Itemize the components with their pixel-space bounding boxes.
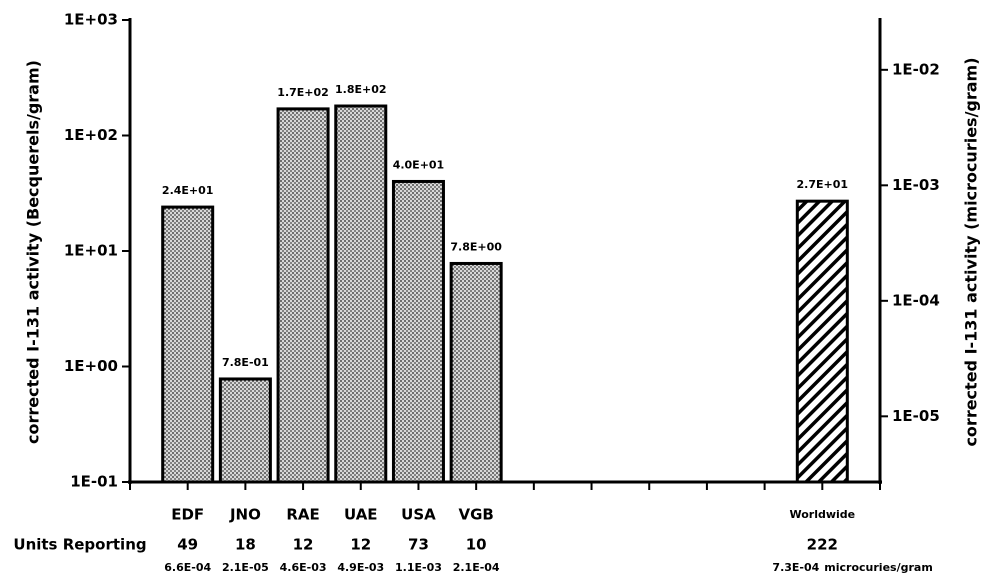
x-tick-label: VGB <box>458 506 493 524</box>
value-label: 1.7E+02 <box>277 86 329 99</box>
bar <box>795 199 849 484</box>
value-label: 2.7E+01 <box>797 178 849 191</box>
secondary-label: 4.6E-03 <box>280 561 327 574</box>
x-tick-label: EDF <box>171 506 204 524</box>
secondary-label: 1.1E-03 <box>395 561 442 574</box>
y2-tick-label: 1E-04 <box>892 291 940 309</box>
y-tick-label: 1E+03 <box>64 11 118 29</box>
x-tick-label: RAE <box>286 506 319 524</box>
y2-tick-label: 1E-02 <box>892 60 940 78</box>
y2-axis-title: corrected I-131 activity (microcuries/gr… <box>962 57 981 446</box>
units-reporting: 12 <box>293 536 314 554</box>
units-label: Units Reporting <box>13 536 146 554</box>
value-label: 7.8E-01 <box>222 356 269 369</box>
secondary-unit: microcuries/gram <box>824 561 933 574</box>
y-tick-label: 1E+00 <box>64 357 118 375</box>
units-reporting: 18 <box>235 536 256 554</box>
bar <box>161 205 215 484</box>
x-tick-label: Worldwide <box>789 508 855 521</box>
units-reporting: 222 <box>807 536 838 554</box>
value-label: 2.4E+01 <box>162 184 214 197</box>
bar <box>334 104 388 484</box>
secondary-label: 4.9E-03 <box>337 561 384 574</box>
y2-tick-label: 1E-05 <box>892 407 940 425</box>
y-tick-label: 1E+02 <box>64 126 118 144</box>
units-reporting: 10 <box>466 536 487 554</box>
secondary-label: 6.6E-04 <box>164 561 211 574</box>
x-tick-label: UAE <box>344 506 378 524</box>
value-label: 1.8E+02 <box>335 83 387 96</box>
bar <box>276 107 330 484</box>
secondary-label: 2.1E-05 <box>222 561 269 574</box>
secondary-label: 2.1E-04 <box>453 561 500 574</box>
units-reporting: 49 <box>177 536 198 554</box>
y-axis-title: corrected I-131 activity (Becquerels/gra… <box>24 60 43 444</box>
secondary-label: 7.3E-04 <box>772 561 819 574</box>
y-tick-label: 1E+01 <box>64 242 118 260</box>
y-tick-label: 1E-01 <box>70 473 118 491</box>
y2-tick-label: 1E-03 <box>892 176 940 194</box>
x-tick-label: USA <box>401 506 436 524</box>
units-reporting: 73 <box>408 536 429 554</box>
value-label: 7.8E+00 <box>450 240 502 253</box>
bar <box>449 261 503 484</box>
x-tick-label: JNO <box>229 506 261 524</box>
bar <box>218 377 272 484</box>
units-reporting: 12 <box>350 536 371 554</box>
value-label: 4.0E+01 <box>393 158 445 171</box>
bar <box>391 179 445 484</box>
